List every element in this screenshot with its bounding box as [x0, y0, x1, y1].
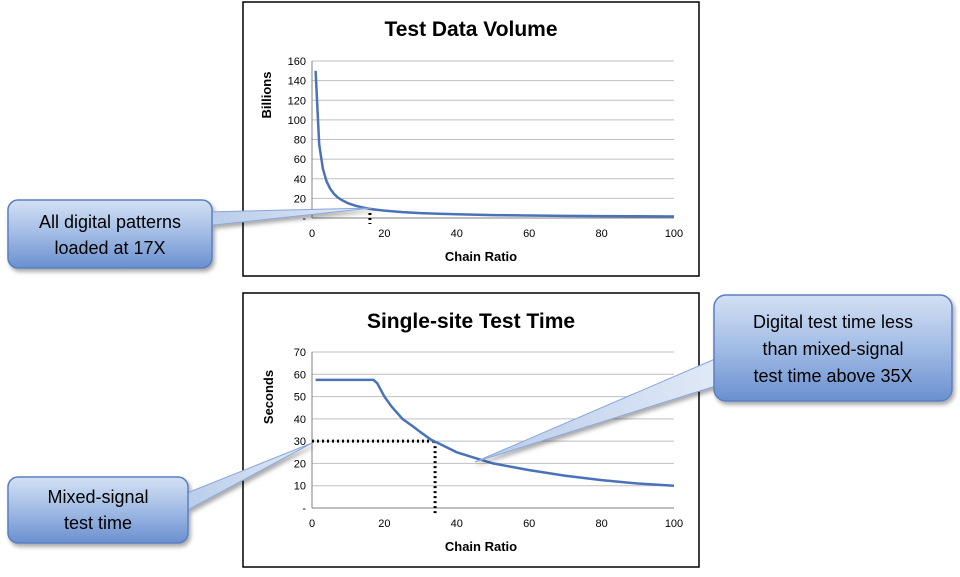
x-axis-label: Chain Ratio: [445, 539, 517, 554]
y-tick-label: 120: [288, 95, 306, 107]
x-tick-label: 20: [378, 228, 390, 240]
callout-text-line: than mixed-signal: [762, 339, 903, 359]
callout-text-line: Mixed-signal: [47, 487, 148, 507]
callout-digital-test-time: [474, 294, 953, 463]
chart-frame: [242, 292, 700, 568]
y-tick-label: 50: [294, 392, 306, 404]
x-tick-label: 0: [309, 518, 315, 530]
series-line: [314, 70, 675, 218]
callout-text-line: Digital test time less: [753, 312, 913, 332]
x-tick-label: 80: [595, 228, 607, 240]
x-axis-label: Chain Ratio: [445, 249, 517, 264]
x-tick-label: 40: [451, 228, 463, 240]
callout-box: [7, 199, 213, 269]
x-tick-label: 80: [595, 518, 607, 530]
y-tick-label: 70: [294, 347, 306, 359]
test-data-volume-chart: Test Data Volume - 20 40 60 80 100 120 140 160 0…: [242, 1, 700, 277]
y-tick-labels: - 10 20 30 40 50 60 70: [294, 347, 307, 515]
chart-title: Single-site Test Time: [367, 310, 575, 333]
y-tick-label: 60: [294, 154, 306, 166]
x-tick-label: 60: [523, 228, 535, 240]
x-tick-labels: 0 20 40 60 80 100: [309, 228, 683, 240]
y-tick-label: 40: [294, 414, 306, 426]
y-tick-label: 140: [288, 76, 306, 88]
y-axis-label: Seconds: [261, 370, 276, 424]
x-tick-label: 100: [665, 228, 683, 240]
x-tick-label: 40: [451, 518, 463, 530]
y-tick-label: 100: [288, 115, 306, 127]
single-site-test-time-chart: Single-site Test Time - 10 20 30 40 50 60 70 0 2…: [242, 292, 700, 568]
callout-text-line: loaded at 17X: [54, 238, 165, 258]
x-tick-label: 20: [378, 518, 390, 530]
annotation-lines: [312, 439, 437, 514]
y-tick-labels: - 20 40 60 80 100 120 140 160: [288, 56, 307, 225]
y-tick-label: 40: [294, 174, 306, 186]
y-tick-label: -: [302, 503, 306, 515]
y-tick-label: 20: [294, 458, 306, 470]
callout-mixed-signal: [7, 442, 313, 544]
series-line: [315, 378, 675, 487]
callout-box: [713, 294, 953, 402]
gridlines: [311, 60, 674, 219]
callout-digital-patterns: [7, 199, 373, 269]
x-tick-label: 0: [309, 228, 315, 240]
callout-text-line: test time above 35X: [753, 366, 912, 386]
callout-box: [7, 476, 189, 544]
y-tick-label: 30: [294, 436, 306, 448]
y-tick-label: 80: [294, 135, 306, 147]
x-tick-label: 100: [665, 518, 683, 530]
y-axis-label: Billions: [259, 72, 274, 119]
y-tick-label: 20: [294, 193, 306, 205]
y-tick-label: 60: [294, 369, 306, 381]
callout-text-line: All digital patterns: [39, 212, 181, 232]
x-tick-labels: 0 20 40 60 80 100: [309, 518, 683, 530]
chart-title: Test Data Volume: [384, 18, 557, 41]
y-tick-label: -: [302, 213, 306, 225]
y-tick-label: 10: [294, 481, 306, 493]
callout-text-line: test time: [64, 513, 132, 533]
x-tick-label: 60: [523, 518, 535, 530]
y-tick-label: 160: [288, 56, 306, 68]
